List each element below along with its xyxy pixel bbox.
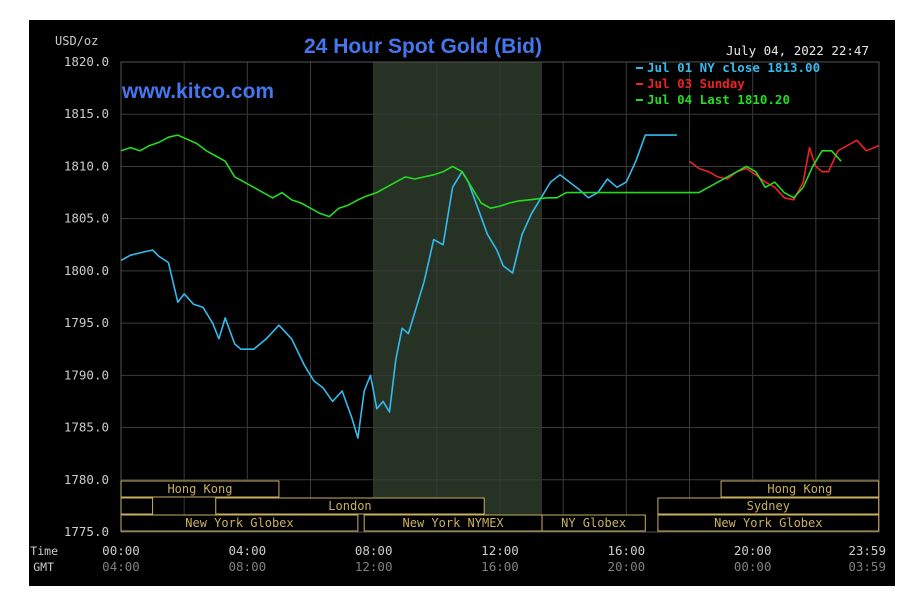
trading-sessions: Hong Kong Hong Kong London Sydney New York G… — [120, 480, 880, 532]
session-label: New York Globex — [714, 516, 822, 530]
legend-swatch-jul01 — [636, 67, 643, 69]
x-tick-label-ny: 23:59 — [848, 543, 886, 558]
x-tick-label-gmt: 20:00 — [608, 559, 646, 574]
shaded-session-band — [373, 62, 543, 532]
legend-swatch-jul03 — [636, 83, 643, 85]
y-tick-label: 1785.0 — [64, 420, 109, 435]
x-tick-label-gmt: 04:00 — [102, 559, 140, 574]
series-line-jul03 — [689, 139, 880, 201]
x-tick-label-ny: 08:00 — [355, 543, 393, 558]
legend-item-jul04: Jul 04 Last 1810.20 — [647, 92, 790, 107]
y-tick-label: 1780.0 — [64, 472, 109, 487]
session-box — [657, 514, 880, 532]
session-box — [541, 514, 646, 532]
y-tick-label: 1805.0 — [64, 211, 109, 226]
x-tick-label-ny: 12:00 — [481, 543, 519, 558]
x-tick-label-ny: 00:00 — [102, 543, 140, 558]
y-tick-label: 1795.0 — [64, 315, 109, 330]
kitco-watermark: www.kitco.com — [121, 80, 274, 103]
gold-price-chart: Hong Kong Hong Kong London Sydney New York G… — [10, 34, 886, 574]
x-tick-label-ny: 04:00 — [229, 543, 267, 558]
legend-item-jul01: Jul 01 NY close 1813.00 — [647, 60, 820, 75]
chart-title: 24 Hour Spot Gold (Bid) — [304, 35, 542, 58]
session-label: New York NYMEX — [403, 516, 505, 530]
timestamp: July 04, 2022 22:47 — [726, 43, 869, 58]
session-box — [215, 497, 485, 515]
session-box — [720, 480, 880, 498]
chart-legend: Jul 01 NY close 1813.00 Jul 03 Sunday Ju… — [636, 60, 820, 107]
x-tick-label-ny: 20:00 — [734, 543, 772, 558]
x-tick-label-gmt: 12:00 — [355, 559, 393, 574]
session-box — [657, 497, 880, 515]
x-tick-label-gmt: 16:00 — [481, 559, 519, 574]
nymex-session-shade — [373, 62, 543, 532]
session-box — [120, 480, 280, 498]
y-tick-label: 1800.0 — [64, 263, 109, 278]
legend-swatch-jul04 — [636, 99, 643, 101]
y-tick-label: 1815.0 — [64, 106, 109, 121]
y-tick-label: 1810.0 — [64, 158, 109, 173]
session-label: Hong Kong — [767, 482, 832, 496]
x-tick-label-gmt: 03:59 — [848, 559, 886, 574]
session-label: New York Globex — [185, 516, 293, 530]
plot-border — [120, 61, 880, 533]
y-unit-label: USD/oz — [55, 34, 98, 48]
y-tick-label: 1820.0 — [64, 54, 109, 69]
chart-grid — [120, 61, 880, 533]
y-tick-label: 1775.0 — [64, 524, 109, 539]
session-label: London — [328, 499, 371, 513]
gmt-row-label: GMT — [33, 560, 54, 574]
ny-time-row-label: NY Time — [29, 544, 58, 558]
price-series — [120, 134, 880, 439]
x-tick-label-gmt: 00:00 — [734, 559, 772, 574]
x-axis-ticks: 00:00 04:00 08:00 12:00 16:00 20:00 23:5904:00… — [102, 543, 886, 574]
chart-frame: Hong Kong Hong Kong London Sydney New York G… — [10, 20, 895, 586]
session-box — [120, 514, 359, 532]
series-line-jul04 — [120, 134, 842, 218]
y-axis-ticks: 1820.0 1815.0 1810.0 1805.0 1800.0 1795.0 1790… — [64, 54, 109, 539]
x-tick-label-gmt: 08:00 — [229, 559, 267, 574]
session-box — [120, 497, 154, 515]
x-tick-label-ny: 16:00 — [608, 543, 646, 558]
y-tick-label: 1790.0 — [64, 367, 109, 382]
session-label: NY Globex — [561, 516, 626, 530]
legend-item-jul03: Jul 03 Sunday — [647, 76, 745, 91]
session-label: Sydney — [747, 499, 790, 513]
series-line-jul01 — [120, 134, 677, 439]
session-label: Hong Kong — [167, 482, 232, 496]
